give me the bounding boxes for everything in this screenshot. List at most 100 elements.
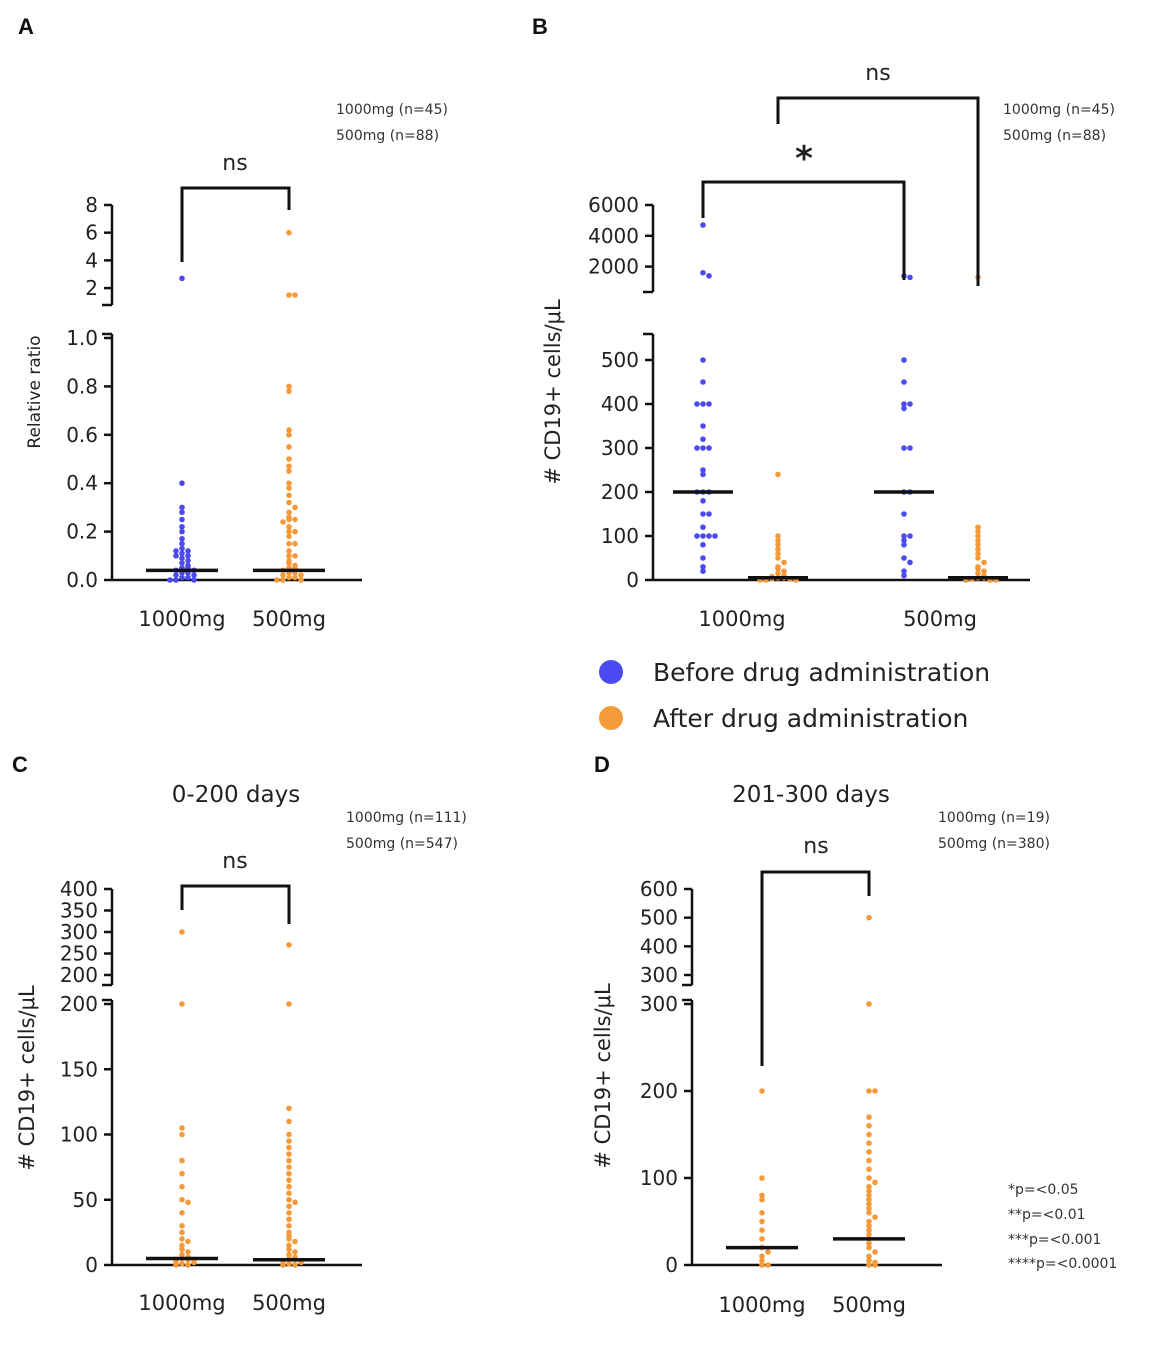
- panel-a-500mg-after-point: [286, 492, 292, 499]
- panel-b-500mg-before-point: [901, 572, 907, 579]
- panel-a-tick-label-upper: 8: [85, 193, 98, 217]
- panel-a-500mg-after-point: [286, 548, 292, 554]
- panel-d-500mg-after-point: [866, 1253, 872, 1260]
- panel-a-500mg-after-point: [286, 523, 292, 530]
- panel-d-1000mg-after-point: [759, 1088, 765, 1094]
- panel-d-500mg-after-point: [866, 1227, 872, 1233]
- panel-a-1000mg-before-point: [185, 548, 191, 554]
- panel-b-1000mg-before-point: [706, 273, 712, 279]
- panel-a-1000mg-before-point: [173, 553, 179, 559]
- panel-a-1000mg-before-point: [179, 550, 185, 557]
- panel-a-tick-label-lower: 0.0: [66, 568, 98, 592]
- panel-d-1000mg-after-point: [759, 1196, 765, 1203]
- panel-b-axes: 2000 4000 6000 0 100 200 300 400 500: [588, 193, 1030, 592]
- panel-c-marks: [146, 929, 325, 1268]
- panel-a-500mg-after-point: [286, 456, 292, 462]
- panel-a-tick-label-upper: 4: [85, 248, 98, 272]
- panel-a-500mg-after-point: [280, 572, 286, 578]
- panel-a-500mg-after-point: [286, 533, 292, 540]
- panel-c-500mg-after-point: [286, 1105, 292, 1112]
- panel-d-500mg-after-point: [872, 1249, 878, 1255]
- panel-d-category-1000mg: 1000mg: [718, 1293, 805, 1317]
- panel-a-500mg-after-point: [292, 292, 298, 298]
- panel-c-1000mg-after-point: [179, 1183, 185, 1190]
- panel-d-1000mg-after-point: [759, 1257, 765, 1264]
- panel-a-axes: 2 4 6 8 0.0 0.2 0.4 0.6 0.8 1.0: [66, 193, 362, 592]
- panel-b-500mg-before-point: [901, 357, 907, 363]
- panel-b-1000mg-before-point: [700, 524, 706, 530]
- legend-before-label: Before drug administration: [653, 658, 990, 687]
- panel-a-500mg-after-point: [292, 516, 298, 523]
- panel-d-bracket-label: ns: [803, 834, 828, 859]
- panel-a-500mg-after-point: [286, 560, 292, 566]
- panel-c-n-note-1: 1000mg (n=111): [346, 810, 467, 826]
- panel-d-500mg-after-point: [866, 1140, 872, 1146]
- panel-c-500mg-after-point: [286, 1151, 292, 1157]
- panel-a-500mg-after-point: [292, 574, 298, 581]
- panel-b-1000mg-after-point: [775, 542, 781, 548]
- panel-d-500mg-after-point: [866, 1205, 872, 1212]
- panel-b-500mg-before-point: [907, 559, 913, 566]
- panel-b-500mg-after-point: [975, 537, 981, 544]
- panel-a-1000mg-before-point: [179, 555, 185, 562]
- panel-a-1000mg-before-point: [173, 577, 179, 583]
- panel-b-500mg-before-point: [901, 401, 907, 407]
- panel-c-500mg-after-point: [280, 1262, 286, 1268]
- panel-b-500mg-after-point: [975, 566, 981, 572]
- panel-a-1000mg-before-point: [179, 545, 185, 552]
- panel-b-500mg-before-point: [901, 445, 907, 451]
- panel-c-tick-label-lower: 0: [85, 1253, 98, 1277]
- panel-a-500mg-after-point: [286, 432, 292, 438]
- panel-b-500mg-before-point: [901, 555, 907, 561]
- panel-d-1000mg-after-point: [759, 1227, 765, 1233]
- panel-a-bracket: [180, 186, 291, 262]
- panel-b-1000mg-after-point: [781, 559, 787, 566]
- panel-b-1000mg-after-point: [775, 566, 781, 572]
- panel-a-marks: [146, 229, 325, 583]
- panel-b-500mg-after-point: [975, 555, 981, 561]
- panel-b-1000mg-before-point: [694, 445, 700, 451]
- panel-b-1000mg-after-point: [775, 537, 781, 544]
- panel-c-label: C: [12, 752, 28, 777]
- panel-c-1000mg-after-point: [179, 1251, 185, 1258]
- panel-b-1000mg-after-point: [781, 568, 787, 574]
- panel-c-500mg-after-point: [286, 1260, 292, 1267]
- panel-b-500mg-before-point: [901, 537, 907, 544]
- panel-a-1000mg-before-point: [179, 574, 185, 581]
- panel-c-tick-label-lower: 50: [73, 1188, 98, 1212]
- panel-d-axes: 300 400 500 600 0 100 200 300: [640, 877, 942, 1277]
- panel-a-500mg-after-point: [286, 499, 292, 506]
- panel-b-1000mg-after-point: [775, 471, 781, 478]
- panel-b-500mg-before-point: [901, 568, 907, 574]
- panel-d-bracket: [760, 870, 871, 1066]
- panel-c-1000mg-after-point: [179, 1157, 185, 1164]
- panel-b-tick-label-lower: 500: [601, 348, 639, 372]
- panel-b-tick-label-upper: 6000: [588, 193, 639, 217]
- panel-b-1000mg-before-point: [700, 471, 706, 478]
- panel-a-500mg-after-point: [292, 504, 298, 511]
- panel-d-n-note-1: 1000mg (n=19): [938, 810, 1050, 826]
- panel-b-category-1000mg: 1000mg: [698, 607, 785, 631]
- panel-c-bracket-label: ns: [222, 849, 247, 874]
- panel-c-tick-label-upper: 200: [60, 963, 98, 987]
- panel-d-tick-label-upper: 600: [640, 877, 678, 901]
- panel-a-500mg-after-point: [286, 574, 292, 581]
- panel-b-500mg-before-point: [901, 533, 907, 539]
- panel-d-500mg-after-point: [872, 1179, 878, 1186]
- panel-b-bracket-star: [701, 180, 906, 280]
- panel-b-1000mg-before-point: [700, 401, 706, 407]
- panel-d-500mg-after-point: [866, 1231, 872, 1238]
- panel-a-tick-label-lower: 0.4: [66, 471, 98, 495]
- panel-a-500mg-after-point: [286, 444, 292, 450]
- panel-a-1000mg-before-point: [179, 480, 185, 487]
- panel-b-500mg-before-point: [901, 405, 907, 412]
- panel-b-1000mg-before-point: [694, 401, 700, 407]
- panel-c-500mg-after-point: [286, 1216, 292, 1223]
- panel-d-1000mg-after-point: [759, 1192, 765, 1199]
- panel-b-500mg-after-point: [975, 542, 981, 548]
- panel-c-500mg-after-point: [286, 1242, 292, 1249]
- panel-d-tick-label-lower: 0: [665, 1253, 678, 1277]
- panel-b-1000mg-before-point: [700, 222, 706, 228]
